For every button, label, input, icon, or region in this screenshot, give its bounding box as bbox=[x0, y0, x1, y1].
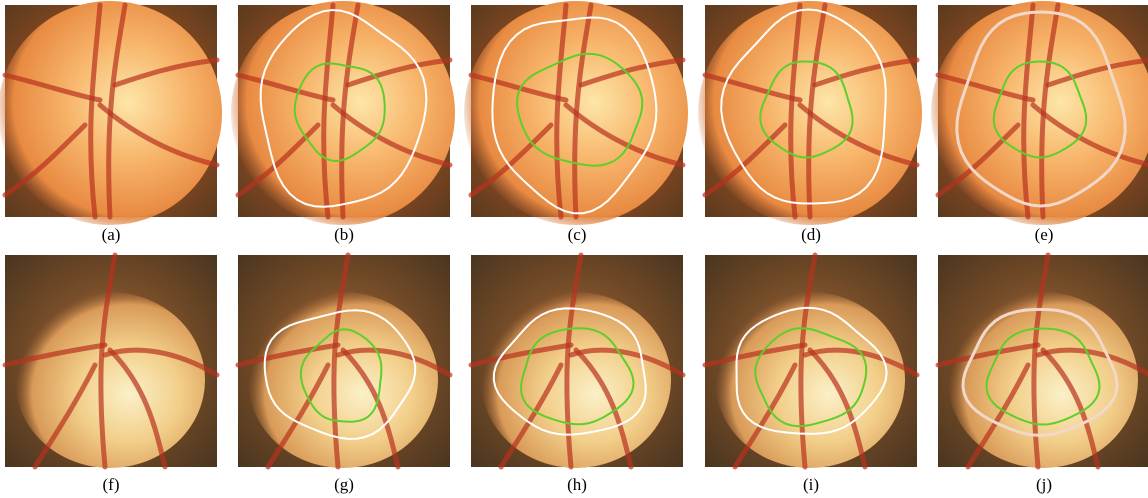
panel-caption: (e) bbox=[1035, 225, 1054, 244]
figure: (a) (b) (c) (d) (e) (f) (g) (h) (i) (j) bbox=[0, 0, 1148, 498]
panel-caption: (b) bbox=[334, 225, 354, 244]
panel-caption: (d) bbox=[801, 225, 821, 244]
panel-caption: (j) bbox=[1036, 475, 1052, 494]
panel bbox=[698, 1, 922, 225]
panel bbox=[938, 255, 1148, 468]
panel bbox=[231, 1, 455, 225]
panel-caption: (i) bbox=[803, 475, 819, 494]
panel-caption: (f) bbox=[103, 475, 120, 494]
panel bbox=[931, 1, 1148, 225]
optic-disc bbox=[948, 292, 1138, 468]
panel bbox=[238, 255, 450, 468]
optic-disc bbox=[248, 292, 438, 468]
optic-disc bbox=[481, 292, 671, 468]
panel bbox=[0, 1, 222, 225]
panel-caption: (h) bbox=[567, 475, 587, 494]
panel bbox=[464, 1, 688, 225]
optic-disc bbox=[15, 292, 205, 468]
panel-caption: (c) bbox=[568, 225, 587, 244]
panel bbox=[5, 255, 217, 468]
panel-caption: (g) bbox=[334, 475, 354, 494]
panel bbox=[705, 255, 917, 468]
panel-caption: (a) bbox=[102, 225, 121, 244]
panel bbox=[471, 255, 683, 468]
optic-disc bbox=[715, 292, 905, 468]
